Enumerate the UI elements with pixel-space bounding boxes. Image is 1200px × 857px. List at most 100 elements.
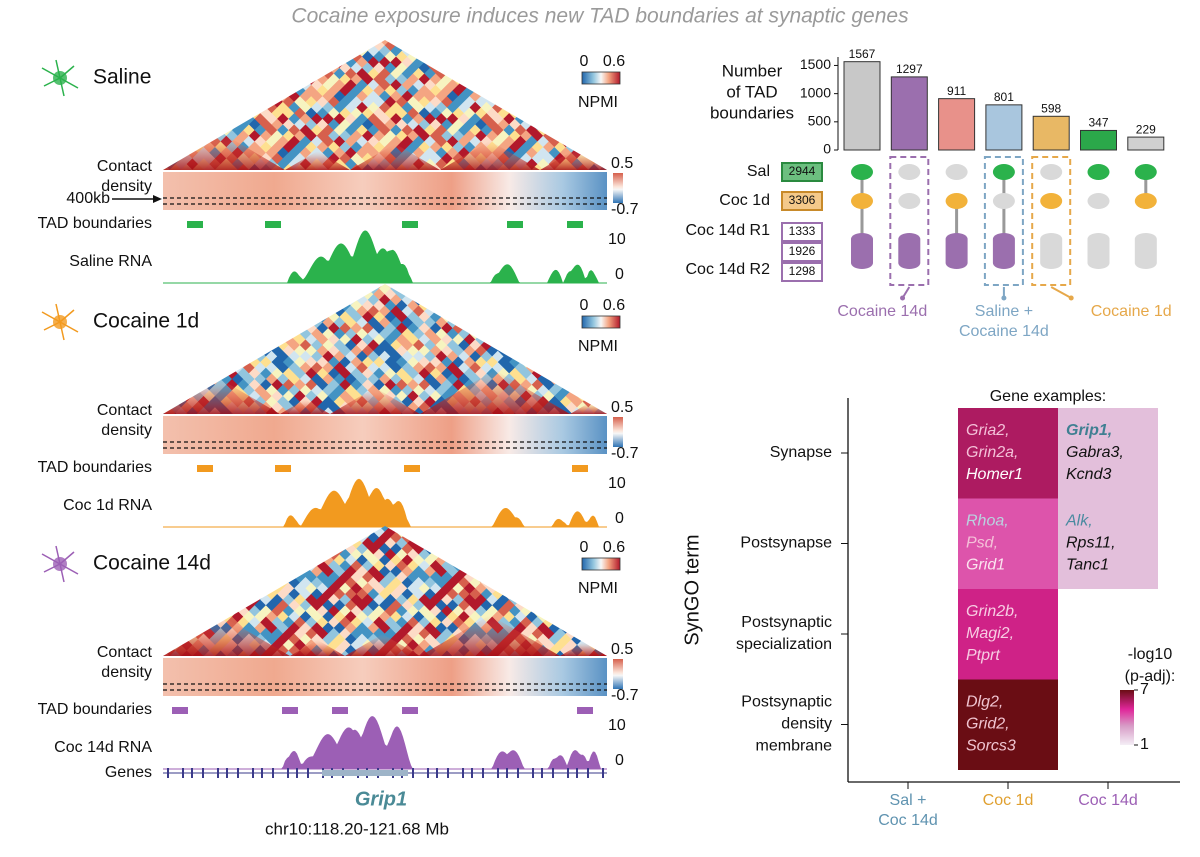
set-size-box (781, 162, 823, 182)
gene-example: Gria2, (966, 422, 1010, 439)
npmi-tick: 0.6 (603, 539, 625, 556)
gene-example: Kcnd3 (1066, 466, 1111, 483)
gene-exon (202, 768, 204, 778)
heatmap-cell (958, 589, 1058, 680)
bar (938, 98, 976, 151)
rna-track (163, 230, 607, 283)
column-label: Sal + (890, 792, 927, 809)
gene-example: Homer1 (966, 466, 1023, 483)
bar-label: 1297 (896, 62, 923, 76)
npmi-tick: 0.6 (603, 297, 625, 314)
membership-cylinder (1087, 233, 1110, 269)
gene-exon (602, 768, 604, 778)
gene-exon (182, 768, 184, 778)
hic-domain (163, 379, 280, 414)
bar (1127, 136, 1165, 151)
gene-exon (427, 768, 429, 778)
bar (1080, 129, 1117, 151)
neuron-soma (53, 315, 67, 329)
density-label: Contact (97, 402, 153, 419)
neuron-icon (41, 59, 79, 97)
gene-exon (412, 768, 414, 778)
gene-example: Grid2, (966, 716, 1010, 733)
tad-boundary (507, 221, 523, 228)
gene-exon (552, 768, 554, 778)
hic-domain (163, 134, 285, 170)
tad-boundary (402, 707, 418, 714)
gene-example: Tanc1 (1066, 557, 1109, 574)
npmi-label: NPMI (578, 580, 618, 597)
tad-boundary (265, 221, 281, 228)
density-colorbar (613, 417, 623, 447)
gene-example: Ptprt (966, 647, 1000, 664)
membership-dot (1040, 164, 1063, 180)
hic-domain (330, 387, 420, 414)
y-tick-label: 0 (823, 141, 831, 157)
gene-exon (307, 768, 309, 778)
colorbar-tick-label: 1 (1140, 736, 1149, 753)
heatmap-colorbar (1120, 690, 1134, 745)
npmi-tick: 0.6 (603, 53, 625, 70)
gene-example: Psd, (966, 535, 998, 552)
bar-label: 1567 (849, 47, 876, 61)
density-label: density (101, 422, 152, 439)
row-label: specialization (736, 636, 832, 653)
genes-label: Genes (105, 764, 152, 781)
tad-label: TAD boundaries (38, 215, 152, 232)
tad-boundary (567, 221, 583, 228)
heatmap-cell (958, 408, 1058, 499)
rna-tick: 0 (615, 510, 624, 527)
y-tick-label: 1500 (800, 56, 831, 72)
highlight-arrow (1050, 286, 1072, 299)
density-label: density (101, 178, 152, 195)
density-colorbar (613, 173, 623, 203)
neuron-icon (41, 303, 79, 341)
gene-exon (567, 768, 569, 778)
hic-domain (345, 634, 420, 656)
npmi-label: NPMI (578, 338, 618, 355)
gene-exon (532, 768, 534, 778)
condition-label: Cocaine 14d (93, 552, 211, 575)
membership-cylinder (1134, 233, 1157, 269)
neuron-soma (53, 71, 67, 85)
gene-exon (482, 768, 484, 778)
y-axis-label: of TAD (726, 82, 777, 101)
row-label: Postsynaptic (741, 694, 832, 711)
bar-label: 598 (1041, 101, 1061, 115)
highlight-box (983, 156, 1024, 286)
highlight-arrowhead (900, 295, 906, 301)
figure-title: Cocaine exposure induces new TAD boundar… (291, 5, 909, 28)
hic-map (163, 40, 607, 170)
npmi-label: NPMI (578, 94, 618, 111)
set-size-box (781, 222, 823, 242)
set-size: 1298 (789, 264, 816, 278)
gene-example: Grip1, (1066, 422, 1112, 439)
gene-exon (272, 768, 274, 778)
npmi-tick: 0 (580, 539, 589, 556)
heatmap-cell (1058, 408, 1158, 499)
membership-dot (1087, 193, 1110, 209)
hic-domain (560, 642, 607, 656)
highlight-box (889, 156, 930, 286)
gene-example: Rps11, (1066, 535, 1116, 552)
tad-boundary (577, 707, 593, 714)
column-label: Coc 1d (983, 792, 1034, 809)
bar-label: 347 (1088, 116, 1108, 130)
membership-dot (992, 164, 1015, 180)
heatmap-cell (1058, 498, 1158, 589)
gene-exon (497, 768, 499, 778)
row-label: membrane (756, 738, 833, 755)
membership-dot (851, 164, 873, 180)
gene-exon (167, 768, 169, 778)
set-label: Coc 14d R2 (686, 261, 771, 278)
gene-name: Grip1 (355, 788, 407, 810)
set-size: 2944 (789, 164, 816, 178)
gene-example: Grin2b, (966, 603, 1018, 620)
gene-exon (287, 768, 289, 778)
density-tick: 0.5 (611, 155, 633, 172)
bar (843, 61, 881, 151)
membership-dot (1040, 193, 1063, 209)
tad-boundary (404, 465, 420, 472)
region: chr10:118.20-121.68 Mb (265, 819, 449, 838)
tad-boundary (197, 465, 213, 472)
